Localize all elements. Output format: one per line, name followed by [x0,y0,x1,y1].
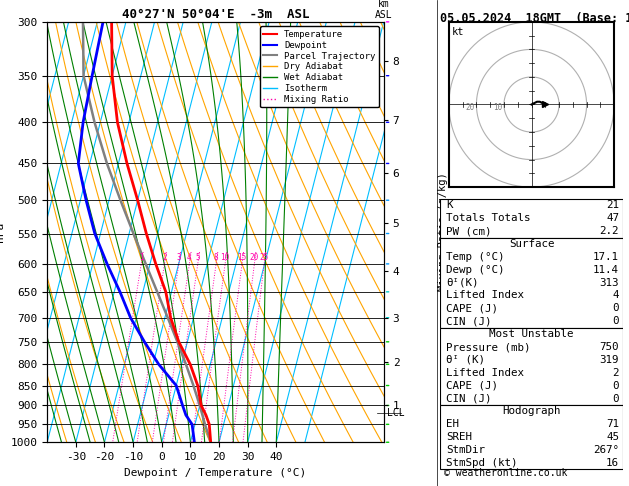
Text: 2.2: 2.2 [599,226,619,236]
Text: 47: 47 [606,213,619,223]
Text: 11.4: 11.4 [593,265,619,275]
Text: θᴵ(K): θᴵ(K) [446,278,478,288]
Text: 4: 4 [613,291,619,300]
Text: 71: 71 [606,419,619,429]
Y-axis label: hPa: hPa [0,222,5,242]
Text: CAPE (J): CAPE (J) [446,303,498,313]
Bar [440,405,623,469]
Text: 0: 0 [613,316,619,326]
Text: K: K [446,200,452,210]
Text: SREH: SREH [446,432,472,442]
Text: CIN (J): CIN (J) [446,316,491,326]
Text: Surface: Surface [509,239,554,249]
Text: θᴵ (K): θᴵ (K) [446,355,485,365]
Text: Temp (°C): Temp (°C) [446,252,504,262]
Text: 313: 313 [599,278,619,288]
Text: 25: 25 [260,253,269,262]
Text: Lifted Index: Lifted Index [446,368,524,378]
Bar [440,199,623,238]
Text: 750: 750 [599,342,619,352]
Text: Dewp (°C): Dewp (°C) [446,265,504,275]
Text: kt: kt [452,27,465,37]
Text: 8: 8 [214,253,218,262]
Text: Pressure (mb): Pressure (mb) [446,342,530,352]
Legend: Temperature, Dewpoint, Parcel Trajectory, Dry Adiabat, Wet Adiabat, Isotherm, Mi: Temperature, Dewpoint, Parcel Trajectory… [260,26,379,107]
Text: 05.05.2024  18GMT  (Base: 12): 05.05.2024 18GMT (Base: 12) [440,12,629,25]
Text: LCL: LCL [387,408,404,418]
Text: 16: 16 [606,458,619,468]
Text: Most Unstable: Most Unstable [489,329,574,339]
Text: 45: 45 [606,432,619,442]
Text: CAPE (J): CAPE (J) [446,381,498,391]
Text: EH: EH [446,419,459,429]
Text: 267°: 267° [593,445,619,455]
Text: 1: 1 [139,253,143,262]
Text: Totals Totals: Totals Totals [446,213,530,223]
Text: Hodograph: Hodograph [502,406,561,417]
Bar [440,328,623,405]
Title: 40°27'N 50°04'E  -3m  ASL: 40°27'N 50°04'E -3m ASL [121,8,309,21]
Text: 319: 319 [599,355,619,365]
Text: 2: 2 [613,368,619,378]
Text: 10: 10 [221,253,230,262]
Text: CIN (J): CIN (J) [446,394,491,403]
Text: StmSpd (kt): StmSpd (kt) [446,458,517,468]
Text: 0: 0 [613,303,619,313]
Text: 20: 20 [250,253,259,262]
Text: 4: 4 [187,253,192,262]
Text: Lifted Index: Lifted Index [446,291,524,300]
Text: © weatheronline.co.uk: © weatheronline.co.uk [444,468,567,478]
Text: 0: 0 [613,394,619,403]
Text: PW (cm): PW (cm) [446,226,491,236]
Text: km
ASL: km ASL [375,0,392,20]
Text: StmDir: StmDir [446,445,485,455]
X-axis label: Dewpoint / Temperature (°C): Dewpoint / Temperature (°C) [125,468,306,478]
Text: 17.1: 17.1 [593,252,619,262]
Text: 15: 15 [237,253,247,262]
Text: 2: 2 [162,253,167,262]
Text: 3: 3 [177,253,181,262]
Text: 21: 21 [606,200,619,210]
Text: 0: 0 [613,381,619,391]
Text: 20: 20 [466,103,475,112]
Text: Mixing Ratio (g/kg): Mixing Ratio (g/kg) [438,173,448,292]
Text: 10: 10 [493,103,503,112]
Text: 5: 5 [196,253,200,262]
Bar [440,238,623,328]
